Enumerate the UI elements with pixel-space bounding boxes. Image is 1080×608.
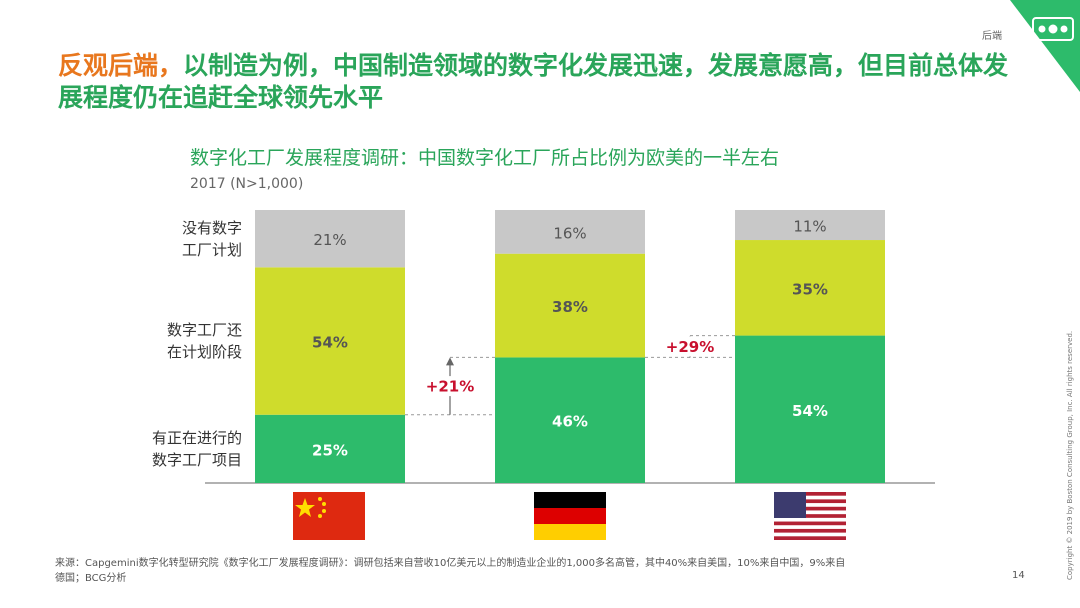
flag-stripe — [774, 514, 846, 518]
value-label: 11% — [793, 218, 826, 236]
corner-icon — [1032, 17, 1074, 41]
flag-stripe — [774, 499, 846, 504]
section-label: 后端 — [982, 31, 1002, 42]
headline-text: 以制造为例，中国制造领域的数字化发展迅速，发展意愿高，但目前总体发展程度仍在追赶… — [58, 51, 1009, 112]
corner-triangle — [1010, 0, 1080, 92]
flag-stripe — [774, 536, 846, 540]
bar-segment — [255, 210, 405, 268]
page-number: 14 — [1012, 570, 1025, 581]
copyright: Copyright © 2019 by Boston Consulting Gr… — [1066, 330, 1074, 580]
annotation: +21% — [426, 378, 474, 396]
value-label: 21% — [313, 231, 346, 249]
chart-title: 数字化工厂发展程度调研：中国数字化工厂所占比例为欧美的一半左右 — [190, 147, 780, 169]
bar-segment — [735, 210, 885, 241]
annotation-bg — [666, 336, 714, 357]
source-note: 来源：Capgemini数字化转型研究院《数字化工厂发展程度调研》：调研包括来自… — [55, 558, 846, 584]
value-label: 38% — [552, 298, 588, 316]
flag-usa — [774, 492, 846, 540]
value-label: 54% — [312, 334, 348, 352]
bar-segment — [495, 253, 645, 358]
headline: 反观后端，以制造为例，中国制造领域的数字化发展迅速，发展意愿高，但目前总体发展程… — [58, 50, 1018, 114]
annotation-bg — [426, 376, 474, 397]
value-label: 35% — [792, 280, 828, 298]
legend-label: 数字工厂还 在计划阶段 — [166, 321, 242, 362]
annotation: +29% — [666, 338, 714, 356]
flag-stripe — [774, 521, 846, 526]
flag-stripe — [774, 506, 846, 511]
legend-label: 有正在进行的 数字工厂项目 — [151, 428, 242, 469]
flag-china — [293, 492, 365, 540]
bar-segment — [495, 210, 645, 254]
annotation-arrowhead — [446, 357, 454, 366]
bar-segment — [495, 357, 645, 483]
chart-subtitle: 2017 (N>1,000) — [190, 176, 304, 192]
flag-stripe — [774, 528, 846, 533]
value-label: 54% — [792, 402, 828, 420]
bar-segment — [735, 240, 885, 336]
flag-germany — [534, 492, 606, 540]
legend-label: 没有数字 工厂计划 — [181, 218, 242, 259]
flag-stripe — [774, 492, 846, 496]
bar-segment — [255, 414, 405, 483]
bar-segment — [255, 267, 405, 415]
value-label: 25% — [312, 441, 348, 459]
bar-segment — [735, 335, 885, 483]
flag-canton — [774, 492, 806, 518]
value-label: 46% — [552, 413, 588, 431]
headline-highlight: 反观后端， — [58, 51, 184, 80]
value-label: 16% — [553, 224, 586, 242]
